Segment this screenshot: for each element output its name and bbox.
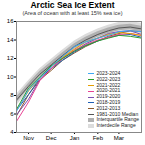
html-text:2018-2019: 2018-2019 <box>96 99 121 105</box>
html-text:(Area of ocean with at least 1: (Area of ocean with at least 15% sea ice… <box>22 10 123 16</box>
html-text:2019-2020: 2019-2020 <box>96 93 121 100</box>
svg-text:8: 8 <box>10 92 14 98</box>
svg-text:Dec: Dec <box>46 135 57 141</box>
svg-text:6: 6 <box>10 111 14 117</box>
svg-text:10: 10 <box>7 74 14 80</box>
svg-text:Feb: Feb <box>93 135 104 141</box>
svg-text:Mar: Mar <box>114 135 124 141</box>
html-text:2021-2022: 2021-2022 <box>96 81 121 88</box>
html-text:1981-2010 Median: 1981-2010 Median <box>96 110 139 117</box>
svg-text:12: 12 <box>7 55 14 61</box>
svg-text:4: 4 <box>10 129 14 135</box>
html-text:2012-2013: 2012-2013 <box>96 104 121 111</box>
html-text:2022-2023: 2022-2023 <box>96 75 121 82</box>
html-text:Arctic Sea Ice Extent: Arctic Sea Ice Extent <box>30 0 115 10</box>
svg-text:Nov: Nov <box>23 135 34 141</box>
svg-text:16: 16 <box>7 18 14 24</box>
html-text:2023-2024: 2023-2024 <box>96 70 121 76</box>
html-text:Interdecile Range: Interdecile Range <box>96 122 136 129</box>
svg-text:14: 14 <box>7 37 14 43</box>
html-text:Interquartile Range: Interquartile Range <box>96 116 139 123</box>
svg-text:Jan: Jan <box>70 135 80 141</box>
html-text:2020-2021: 2020-2021 <box>96 87 121 94</box>
